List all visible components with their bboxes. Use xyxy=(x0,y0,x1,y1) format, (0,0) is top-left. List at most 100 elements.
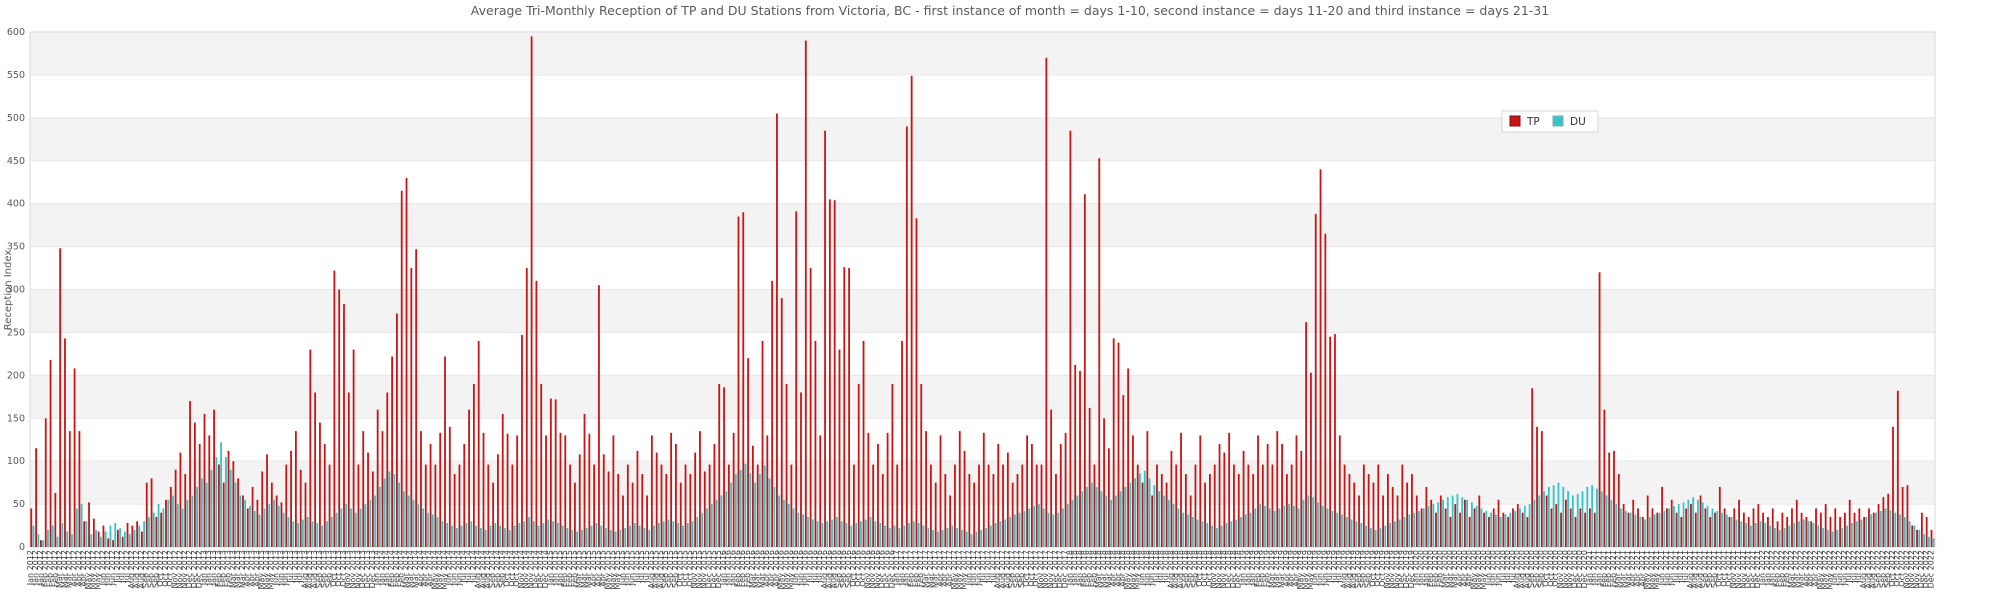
bar-du xyxy=(917,522,920,547)
bar-tp xyxy=(1848,499,1851,547)
x-tick-label: Jun 2013 xyxy=(272,550,281,586)
x-tick-label: Nov 2012 xyxy=(171,550,180,589)
bar-du xyxy=(725,491,728,547)
bar-du xyxy=(1793,522,1796,547)
bar-tp xyxy=(1050,409,1053,547)
bar-tp xyxy=(1853,512,1856,547)
x-tick-label: Feb 2014 xyxy=(387,550,396,587)
bar-du xyxy=(1187,514,1189,547)
bar-du xyxy=(354,512,357,547)
bar-tp xyxy=(766,435,769,547)
x-tick-label: Feb 2022 xyxy=(1772,550,1781,587)
x-tick-label: Aug 2019 xyxy=(1349,550,1358,589)
bar-du xyxy=(1687,499,1690,547)
bar-du xyxy=(90,534,93,548)
x-tick-label: Oct 2018 xyxy=(1205,550,1214,587)
bar-tp xyxy=(1622,504,1625,547)
x-tick-label: Dec 2013 xyxy=(363,550,372,588)
x-tick-label: Jun 2018 xyxy=(1137,550,1146,586)
bar-du xyxy=(1129,482,1132,548)
bar-tp xyxy=(554,399,557,547)
x-tick-label: Jan 2017 xyxy=(892,550,901,586)
bar-du xyxy=(61,522,64,547)
bar-tp xyxy=(1204,482,1206,548)
bar-tp xyxy=(814,341,817,547)
x-tick-label: Feb 2014 xyxy=(392,550,401,587)
bar-tp xyxy=(1353,482,1356,548)
bar-du xyxy=(1254,508,1257,548)
bar-du xyxy=(210,469,213,547)
x-tick-label: Apr 2016 xyxy=(767,550,776,587)
x-tick-label: Mar 2022 xyxy=(1787,550,1796,588)
x-tick-label: Feb 2015 xyxy=(560,550,569,587)
bar-tp xyxy=(588,433,591,547)
bar-tp xyxy=(468,409,470,547)
bar-du xyxy=(1230,521,1233,547)
bar-tp xyxy=(1795,499,1798,547)
bar-du xyxy=(1663,510,1666,547)
bar-du xyxy=(691,521,694,547)
bar-tp xyxy=(352,349,355,547)
bar-du xyxy=(1658,512,1661,547)
bar-du xyxy=(1100,491,1103,547)
bar-tp xyxy=(1872,512,1875,547)
bar-du xyxy=(1870,514,1873,547)
bar-du xyxy=(884,525,886,547)
bar-tp xyxy=(141,531,143,547)
bar-tp xyxy=(444,356,446,547)
bar-tp xyxy=(521,334,523,547)
bar-du xyxy=(1211,525,1213,547)
bar-tp xyxy=(1762,512,1765,547)
bar-du xyxy=(1475,505,1478,547)
bar-du xyxy=(1519,508,1521,548)
bar-tp xyxy=(30,508,33,548)
bar-du xyxy=(460,525,463,547)
bar-tp xyxy=(434,464,437,547)
bar-du xyxy=(249,505,251,547)
bar-tp xyxy=(208,435,211,547)
bar-tp xyxy=(1430,499,1433,547)
bar-tp xyxy=(675,444,677,547)
bar-tp xyxy=(987,464,990,547)
bar-du xyxy=(1369,528,1372,547)
x-tick-label: Feb 2021 xyxy=(1599,550,1608,587)
bar-du xyxy=(1422,508,1425,548)
bar-tp xyxy=(1507,516,1510,547)
bar-tp xyxy=(1844,512,1846,547)
x-tick-label: Jan 2015 xyxy=(551,550,560,586)
bar-du xyxy=(1268,508,1271,548)
bar-tp xyxy=(1454,504,1457,547)
bar-tp xyxy=(1059,444,1062,547)
x-tick-label: Aug 2019 xyxy=(1340,550,1349,589)
bar-du xyxy=(277,505,280,547)
bar-tp xyxy=(978,464,980,547)
bar-tp xyxy=(1887,493,1890,547)
x-tick-label: Sep 2014 xyxy=(488,550,497,588)
y-tick-label: 0 xyxy=(19,542,25,553)
bar-tp xyxy=(516,435,519,547)
bar-tp xyxy=(1488,516,1490,547)
bar-du xyxy=(1798,521,1800,547)
bar-tp xyxy=(1295,435,1298,547)
x-tick-label: Feb 2022 xyxy=(1777,550,1786,587)
x-tick-label: Jul 2018 xyxy=(1162,550,1171,584)
bar-tp xyxy=(949,495,952,547)
bar-du xyxy=(258,514,261,547)
bar-tp xyxy=(78,431,81,548)
bar-du xyxy=(350,508,352,548)
bar-tp xyxy=(723,387,725,547)
bar-du xyxy=(1538,495,1541,547)
bar-du xyxy=(1153,485,1156,547)
x-tick-label: Dec 2018 xyxy=(1224,550,1233,588)
bar-tp xyxy=(540,383,543,547)
x-tick-label: Oct 2019 xyxy=(1378,550,1387,587)
bar-tp xyxy=(145,482,148,548)
x-tick-label: Nov 2013 xyxy=(349,550,358,589)
bar-du xyxy=(1923,534,1925,548)
bar-du xyxy=(273,499,275,547)
bar-tp xyxy=(1714,512,1716,547)
bar-tp xyxy=(1021,464,1024,547)
bar-du xyxy=(619,529,622,547)
bar-tp xyxy=(742,212,745,547)
x-tick-label: Oct 2018 xyxy=(1200,550,1209,587)
